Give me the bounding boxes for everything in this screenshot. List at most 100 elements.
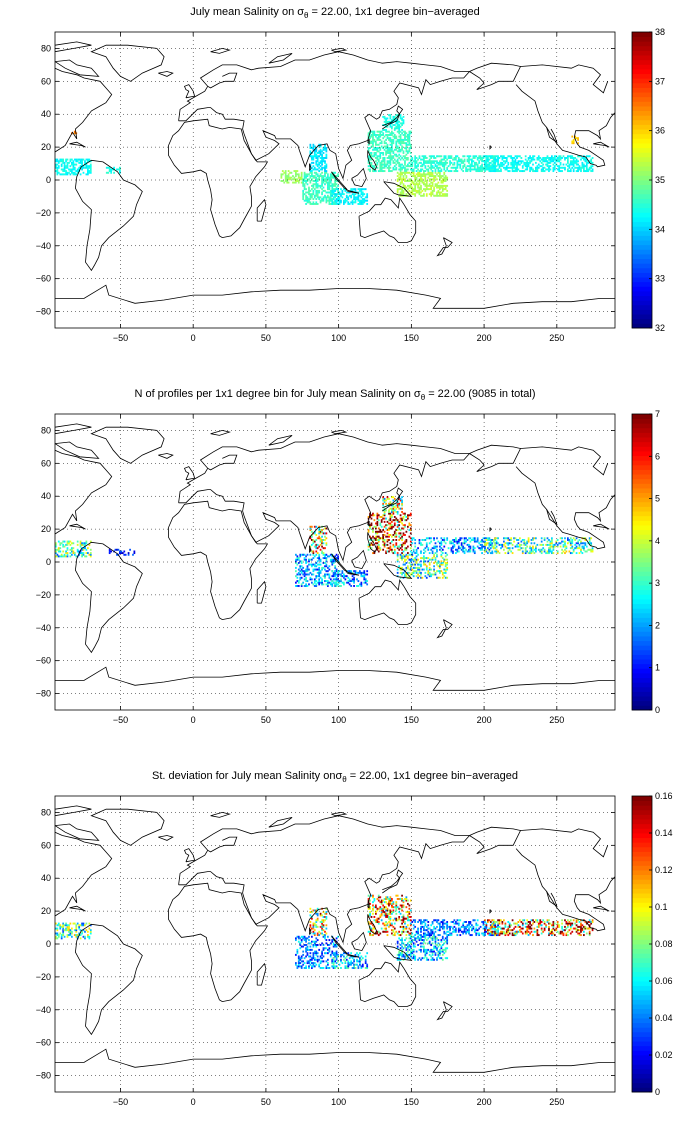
- data-bin: [420, 565, 422, 567]
- data-bin: [87, 547, 89, 549]
- data-bin: [534, 542, 536, 544]
- data-bin: [439, 170, 441, 172]
- colorbar-tick-label: 34: [655, 224, 665, 234]
- data-bin: [326, 947, 328, 949]
- data-bin: [315, 565, 317, 567]
- data-bin: [329, 187, 331, 189]
- data-bin: [489, 546, 491, 548]
- coastline: [55, 60, 99, 76]
- data-bin: [582, 157, 584, 159]
- colorbar-segment: [632, 310, 652, 315]
- data-bin: [374, 165, 376, 167]
- data-bin: [311, 175, 313, 177]
- data-bin: [378, 159, 380, 161]
- data-bin: [403, 139, 405, 141]
- data-bin: [343, 193, 345, 195]
- data-bin: [491, 542, 493, 544]
- data-bin: [305, 965, 307, 967]
- data-bin: [439, 572, 441, 574]
- data-bin: [342, 572, 344, 574]
- data-bin: [387, 496, 389, 498]
- data-bin: [301, 946, 303, 948]
- data-bin: [435, 195, 437, 197]
- data-bin: [557, 157, 559, 159]
- data-bin: [419, 572, 421, 574]
- data-bin: [458, 546, 460, 548]
- data-bin: [314, 924, 316, 926]
- data-bin: [311, 203, 313, 205]
- data-bin: [80, 173, 82, 175]
- data-bin: [366, 193, 368, 195]
- data-bin: [285, 178, 287, 180]
- data-bin: [432, 183, 434, 185]
- colorbar-segment: [632, 460, 652, 465]
- data-bin: [435, 542, 437, 544]
- data-bin: [384, 498, 386, 500]
- data-bin: [423, 552, 425, 554]
- data-bin: [371, 154, 373, 156]
- data-bin: [397, 572, 399, 574]
- data-bin: [397, 131, 399, 133]
- data-bin: [118, 169, 120, 171]
- data-bin: [445, 193, 447, 195]
- data-bin: [502, 164, 504, 166]
- data-bin: [317, 537, 319, 539]
- data-bin: [458, 164, 460, 166]
- data-bin: [330, 203, 332, 205]
- data-bin: [487, 155, 489, 157]
- data-bin: [298, 585, 300, 587]
- data-bin: [340, 201, 342, 203]
- data-bin: [375, 157, 377, 159]
- data-bin: [387, 157, 389, 159]
- data-bin: [448, 170, 450, 172]
- data-bin: [484, 551, 486, 553]
- data-bin: [337, 575, 339, 577]
- data-bin: [321, 580, 323, 582]
- data-bin: [470, 551, 472, 553]
- data-bin: [311, 918, 313, 920]
- data-bin: [343, 959, 345, 961]
- data-bin: [330, 190, 332, 192]
- data-bin: [323, 539, 325, 541]
- data-bin: [304, 175, 306, 177]
- data-bin: [417, 164, 419, 166]
- data-bin: [541, 551, 543, 553]
- data-bin: [534, 549, 536, 551]
- colorbar-segment: [632, 613, 652, 618]
- data-bin: [394, 134, 396, 136]
- data-bin: [318, 567, 320, 569]
- data-bin: [107, 172, 109, 174]
- data-bin: [467, 169, 469, 171]
- data-bin: [397, 188, 399, 190]
- data-bin: [336, 183, 338, 185]
- data-bin: [337, 173, 339, 175]
- data-bin: [422, 539, 424, 541]
- data-bin: [471, 164, 473, 166]
- coastline: [257, 200, 266, 221]
- data-bin: [560, 537, 562, 539]
- data-bin: [334, 570, 336, 572]
- data-bin: [375, 147, 377, 149]
- data-bin: [525, 164, 527, 166]
- data-bin: [390, 132, 392, 134]
- data-bin: [327, 175, 329, 177]
- data-bin: [419, 567, 421, 569]
- data-bin: [416, 160, 418, 162]
- data-bin: [314, 195, 316, 197]
- data-bin: [320, 944, 322, 946]
- data-bin: [419, 187, 421, 189]
- data-bin: [394, 506, 396, 508]
- data-bin: [410, 524, 412, 526]
- y-tick-label: −60: [36, 274, 51, 284]
- data-bin: [574, 539, 576, 541]
- data-bin: [59, 547, 61, 549]
- data-bin: [413, 172, 415, 174]
- data-bin: [531, 167, 533, 169]
- data-bin: [503, 164, 505, 166]
- data-bin: [589, 167, 591, 169]
- data-bin: [326, 942, 328, 944]
- data-bin: [570, 155, 572, 157]
- colorbar-segment: [632, 511, 652, 516]
- data-bin: [381, 169, 383, 171]
